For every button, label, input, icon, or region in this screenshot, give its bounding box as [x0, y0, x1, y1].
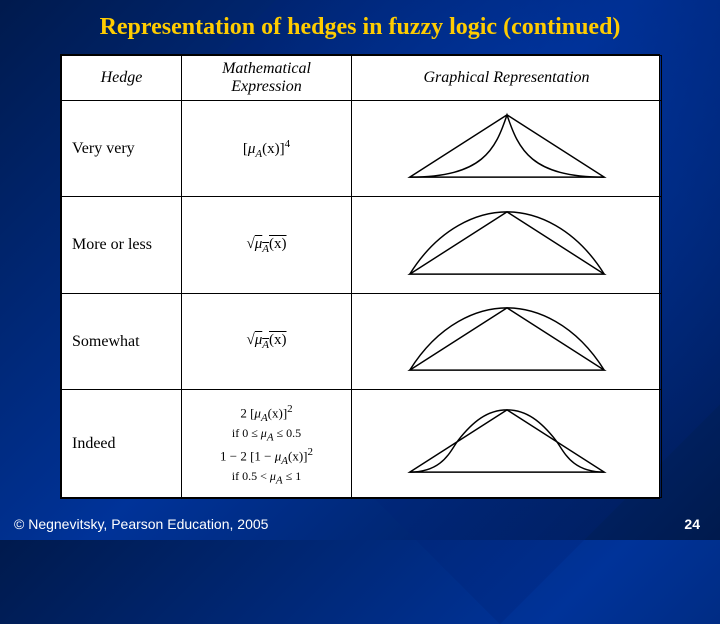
- page-number: 24: [684, 516, 700, 532]
- somewhat-curve-icon: [387, 304, 627, 374]
- expression-moreorless: √μA(x): [182, 197, 352, 293]
- hedge-label: More or less: [62, 197, 182, 293]
- expression-veryvery: [μA(x)]4: [182, 101, 352, 197]
- table-row: Somewhat √μA(x): [62, 293, 662, 389]
- header-expression: Mathematical Expression: [182, 56, 352, 101]
- hedge-label: Somewhat: [62, 293, 182, 389]
- graph-moreorless: [352, 197, 662, 293]
- graph-indeed: [352, 390, 662, 498]
- expression-somewhat: √μA(x): [182, 293, 352, 389]
- hedges-table-container: Hedge Mathematical Expression Graphical …: [60, 54, 660, 499]
- indeed-curve-icon: [387, 406, 627, 476]
- header-graph: Graphical Representation: [352, 56, 662, 101]
- graph-veryvery: [352, 101, 662, 197]
- veryvery-curve-icon: [387, 111, 627, 181]
- table-row: Very very [μA(x)]4: [62, 101, 662, 197]
- table-row: More or less √μA(x): [62, 197, 662, 293]
- graph-somewhat: [352, 293, 662, 389]
- hedge-label: Very very: [62, 101, 182, 197]
- moreorless-curve-icon: [387, 208, 627, 278]
- header-hedge: Hedge: [62, 56, 182, 101]
- hedges-table: Hedge Mathematical Expression Graphical …: [61, 55, 662, 498]
- hedge-label: Indeed: [62, 390, 182, 498]
- expression-indeed: 2 [μA(x)]2 if 0 ≤ μA ≤ 0.5 1 − 2 [1 − μA…: [182, 390, 352, 498]
- copyright-text: © Negnevitsky, Pearson Education, 2005: [14, 516, 268, 532]
- page-title: Representation of hedges in fuzzy logic …: [0, 14, 720, 41]
- table-row: Indeed 2 [μA(x)]2 if 0 ≤ μA ≤ 0.5 1 − 2 …: [62, 390, 662, 498]
- table-header-row: Hedge Mathematical Expression Graphical …: [62, 56, 662, 101]
